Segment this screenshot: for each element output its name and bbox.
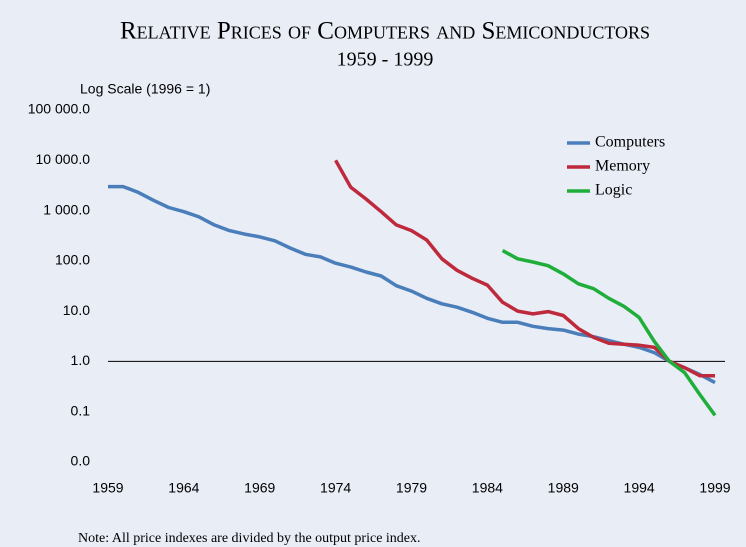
y-tick-label: 10 000.0 xyxy=(36,151,91,167)
x-tick-label: 1984 xyxy=(472,480,503,496)
x-tick-label: 1994 xyxy=(624,480,655,496)
y-tick-label: 1.0 xyxy=(71,352,91,368)
note: Note: All price indexes are divided by t… xyxy=(78,531,421,546)
chart-title: Relative Prices of Computers and Semicon… xyxy=(120,18,650,45)
y-tick-label: 100 000.0 xyxy=(28,101,90,117)
line-series xyxy=(501,249,717,417)
x-tick-label: 1964 xyxy=(168,480,199,496)
y-tick-label: 100.0 xyxy=(55,252,90,268)
x-tick-label: 1969 xyxy=(244,480,275,496)
legend-label: Memory xyxy=(595,158,650,175)
chart-subtitle: 1959 - 1999 xyxy=(337,49,434,71)
x-tick-label: 1999 xyxy=(699,480,730,496)
y-tick-label: 1 000.0 xyxy=(43,201,90,217)
x-tick-label: 1959 xyxy=(92,480,123,496)
y-tick-label: 10.0 xyxy=(63,302,90,318)
line-series xyxy=(334,159,715,378)
y-tick-label: 0.0 xyxy=(71,453,91,469)
x-tick-label: 1974 xyxy=(320,480,351,496)
x-tick-label: 1989 xyxy=(548,480,579,496)
legend-label: Computers xyxy=(595,134,665,151)
x-tick-label: 1979 xyxy=(396,480,427,496)
legend-label: Logic xyxy=(595,182,632,199)
y-axis-label: Log Scale (1996 = 1) xyxy=(80,81,210,97)
y-tick-label: 0.1 xyxy=(71,402,91,418)
